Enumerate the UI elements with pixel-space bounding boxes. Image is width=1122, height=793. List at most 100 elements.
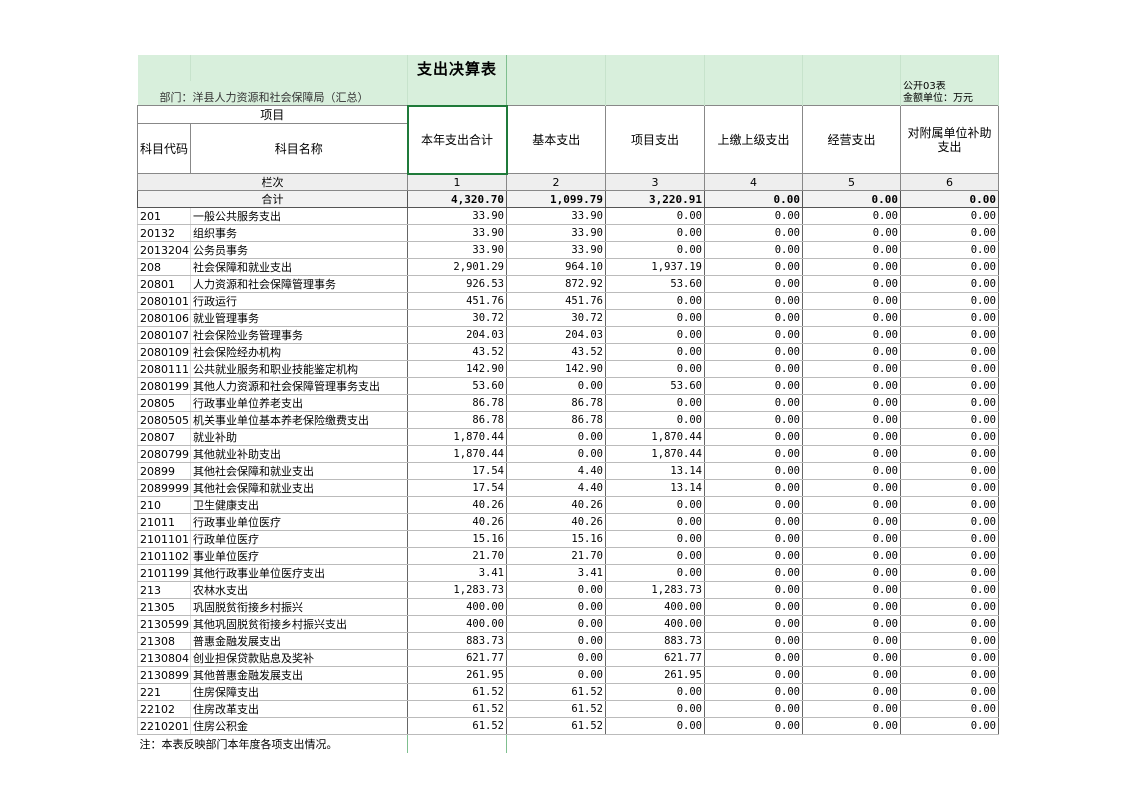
col-number-4[interactable]: 4: [704, 173, 803, 191]
code-cell[interactable]: 2101102: [137, 547, 191, 565]
amount-cell-1[interactable]: 1,870.44: [407, 428, 507, 446]
amount-cell-5[interactable]: 0.00: [802, 445, 901, 463]
col-number-3[interactable]: 3: [605, 173, 705, 191]
amount-cell-1[interactable]: 400.00: [407, 615, 507, 633]
amount-cell-4[interactable]: 0.00: [704, 632, 803, 650]
amount-cell-2[interactable]: 61.52: [506, 683, 606, 701]
amount-cell-4[interactable]: 0.00: [704, 360, 803, 378]
amount-cell-5[interactable]: 0.00: [802, 292, 901, 310]
amount-cell-5[interactable]: 0.00: [802, 462, 901, 480]
code-cell[interactable]: 2210201: [137, 717, 191, 735]
col-header-upper[interactable]: 上缴上级支出: [704, 105, 803, 174]
amount-cell-4[interactable]: 0.00: [704, 326, 803, 344]
code-cell[interactable]: 2130599: [137, 615, 191, 633]
amount-cell-3[interactable]: 53.60: [605, 377, 705, 395]
name-cell[interactable]: 行政事业单位医疗: [190, 513, 408, 531]
amount-cell-3[interactable]: 261.95: [605, 666, 705, 684]
code-cell[interactable]: 221: [137, 683, 191, 701]
code-cell[interactable]: 2080111: [137, 360, 191, 378]
code-cell[interactable]: 213: [137, 581, 191, 599]
amount-cell-4[interactable]: 0.00: [704, 309, 803, 327]
amount-cell-1[interactable]: 61.52: [407, 700, 507, 718]
code-cell[interactable]: 2080199: [137, 377, 191, 395]
name-cell[interactable]: 其他社会保障和就业支出: [190, 462, 408, 480]
col-number-2[interactable]: 2: [506, 173, 606, 191]
amount-cell-4[interactable]: 0.00: [704, 615, 803, 633]
amount-cell-3[interactable]: 13.14: [605, 462, 705, 480]
amount-cell-2[interactable]: 0.00: [506, 445, 606, 463]
amount-cell-6[interactable]: 0.00: [900, 479, 999, 497]
amount-cell-3[interactable]: 1,937.19: [605, 258, 705, 276]
amount-cell-1[interactable]: 43.52: [407, 343, 507, 361]
name-cell[interactable]: 公共就业服务和职业技能鉴定机构: [190, 360, 408, 378]
amount-cell-4[interactable]: 0.00: [704, 377, 803, 395]
amount-cell-4[interactable]: 0.00: [704, 343, 803, 361]
amount-cell-5[interactable]: 0.00: [802, 258, 901, 276]
amount-cell-4[interactable]: 0.00: [704, 581, 803, 599]
amount-cell-2[interactable]: 142.90: [506, 360, 606, 378]
name-cell[interactable]: 其他就业补助支出: [190, 445, 408, 463]
amount-cell-5[interactable]: 0.00: [802, 530, 901, 548]
col-header-total[interactable]: 本年支出合计: [406, 104, 508, 175]
amount-cell-6[interactable]: 0.00: [900, 513, 999, 531]
amount-cell-3[interactable]: 0.00: [605, 360, 705, 378]
code-cell[interactable]: 2080106: [137, 309, 191, 327]
amount-cell-5[interactable]: 0.00: [802, 411, 901, 429]
amount-cell-1[interactable]: 204.03: [407, 326, 507, 344]
amount-cell-2[interactable]: 0.00: [506, 666, 606, 684]
amount-cell-3[interactable]: 13.14: [605, 479, 705, 497]
amount-cell-6[interactable]: 0.00: [900, 445, 999, 463]
code-cell[interactable]: 2130899: [137, 666, 191, 684]
amount-cell-5[interactable]: 0.00: [802, 581, 901, 599]
name-cell[interactable]: 组织事务: [190, 224, 408, 242]
amount-cell-1[interactable]: 21.70: [407, 547, 507, 565]
col-header-subsidy[interactable]: 对附属单位补助支出: [900, 105, 999, 174]
amount-cell-3[interactable]: 400.00: [605, 615, 705, 633]
item-header[interactable]: 项目: [137, 105, 408, 124]
amount-cell-5[interactable]: 0.00: [802, 360, 901, 378]
amount-cell-3[interactable]: 1,870.44: [605, 445, 705, 463]
amount-cell-4[interactable]: 0.00: [704, 428, 803, 446]
amount-cell-6[interactable]: 0.00: [900, 224, 999, 242]
name-cell[interactable]: 事业单位医疗: [190, 547, 408, 565]
amount-cell-3[interactable]: 0.00: [605, 241, 705, 259]
amount-cell-2[interactable]: 0.00: [506, 598, 606, 616]
amount-cell-5[interactable]: 0.00: [802, 309, 901, 327]
amount-cell-4[interactable]: 0.00: [704, 530, 803, 548]
amount-cell-6[interactable]: 0.00: [900, 326, 999, 344]
name-cell[interactable]: 普惠金融发展支出: [190, 632, 408, 650]
amount-cell-5[interactable]: 0.00: [802, 683, 901, 701]
lanci-label[interactable]: 栏次: [137, 173, 408, 191]
total-cell-4[interactable]: 0.00: [704, 190, 803, 208]
amount-cell-5[interactable]: 0.00: [802, 598, 901, 616]
amount-cell-3[interactable]: 0.00: [605, 394, 705, 412]
amount-cell-3[interactable]: 0.00: [605, 343, 705, 361]
amount-cell-5[interactable]: 0.00: [802, 615, 901, 633]
amount-cell-3[interactable]: 1,283.73: [605, 581, 705, 599]
amount-cell-1[interactable]: 451.76: [407, 292, 507, 310]
amount-cell-6[interactable]: 0.00: [900, 462, 999, 480]
col-header-business[interactable]: 经营支出: [802, 105, 901, 174]
amount-cell-1[interactable]: 142.90: [407, 360, 507, 378]
name-cell[interactable]: 巩固脱贫衔接乡村振兴: [190, 598, 408, 616]
amount-cell-1[interactable]: 33.90: [407, 241, 507, 259]
amount-cell-4[interactable]: 0.00: [704, 479, 803, 497]
name-cell[interactable]: 就业管理事务: [190, 309, 408, 327]
amount-cell-4[interactable]: 0.00: [704, 411, 803, 429]
amount-cell-2[interactable]: 33.90: [506, 224, 606, 242]
amount-cell-6[interactable]: 0.00: [900, 649, 999, 667]
amount-cell-6[interactable]: 0.00: [900, 360, 999, 378]
amount-cell-4[interactable]: 0.00: [704, 598, 803, 616]
amount-cell-6[interactable]: 0.00: [900, 700, 999, 718]
code-cell[interactable]: 208: [137, 258, 191, 276]
amount-cell-6[interactable]: 0.00: [900, 547, 999, 565]
amount-cell-3[interactable]: 883.73: [605, 632, 705, 650]
name-cell[interactable]: 其他巩固脱贫衔接乡村振兴支出: [190, 615, 408, 633]
amount-cell-1[interactable]: 86.78: [407, 394, 507, 412]
amount-cell-4[interactable]: 0.00: [704, 445, 803, 463]
amount-cell-3[interactable]: 0.00: [605, 309, 705, 327]
amount-cell-4[interactable]: 0.00: [704, 547, 803, 565]
amount-cell-1[interactable]: 53.60: [407, 377, 507, 395]
amount-cell-6[interactable]: 0.00: [900, 258, 999, 276]
amount-cell-2[interactable]: 40.26: [506, 513, 606, 531]
